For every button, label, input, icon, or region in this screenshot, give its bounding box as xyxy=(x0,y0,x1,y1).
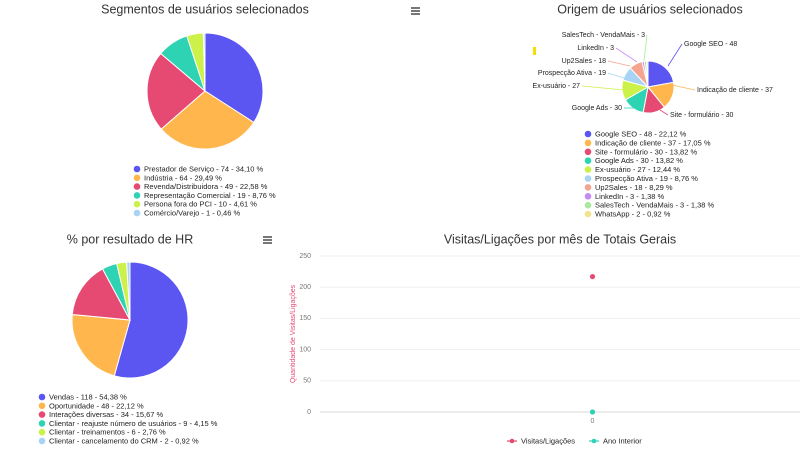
chart-title: % por resultado de HR xyxy=(67,232,193,246)
leader-line xyxy=(671,84,696,91)
y-axis-label: Quantidade de Visitas/Ligações xyxy=(290,284,297,383)
chart-title: Segmentos de usuários selecionados xyxy=(101,2,309,16)
legend-marker xyxy=(584,184,592,191)
legend-label: Representação Comercial - 19 - 8,76 % xyxy=(144,191,276,200)
leader-line xyxy=(615,47,638,63)
pie-slice xyxy=(71,268,131,321)
legend-label: Google SEO - 48 - 22,12 % xyxy=(595,129,687,138)
leader-line xyxy=(581,85,625,91)
legend-label: SalesTech - VendaMais - 3 - 1,38 % xyxy=(595,201,715,210)
legend-marker xyxy=(133,192,141,199)
y-tick-label: 200 xyxy=(299,284,311,291)
legend-marker xyxy=(133,200,141,208)
legend-label: Clientar - treinamentos - 6 - 2,76 % xyxy=(49,428,166,437)
pie-slice xyxy=(71,314,131,377)
legend-label: Oportunidade - 48 - 22,12 % xyxy=(49,401,144,410)
legend-label: Indústria - 64 - 29,49 % xyxy=(144,173,222,182)
legend-marker xyxy=(38,428,46,436)
legend-label: Revenda/Distribuidora - 49 - 22,58 % xyxy=(144,182,268,191)
legend-label: LinkedIn - 3 - 1,38 % xyxy=(595,192,665,201)
legend-label: Clientar - reajuste número de usuários -… xyxy=(49,419,218,428)
legend-label: Up2Sales - 18 - 8,29 % xyxy=(595,183,673,192)
legend-label: Ex-usuário - 27 - 12,44 % xyxy=(595,165,680,174)
data-label: LinkedIn - 3 xyxy=(577,45,614,52)
pie-slice xyxy=(113,261,189,379)
pie-slice xyxy=(160,90,255,150)
legend-label: Site - formulário - 30 - 13,82 % xyxy=(595,147,697,156)
data-point xyxy=(589,409,596,415)
legend-marker xyxy=(584,166,592,173)
legend-marker xyxy=(584,201,592,209)
legend-label: Comércio/Varejo - 1 - 0,46 % xyxy=(144,208,240,217)
legend-marker xyxy=(584,157,592,164)
legend-marker xyxy=(584,130,592,138)
pie-slice xyxy=(645,60,649,88)
legend-marker xyxy=(38,420,46,427)
legend-label: Google Ads - 30 - 13,82 % xyxy=(595,156,683,165)
leader-line xyxy=(643,34,648,62)
y-tick-label: 0 xyxy=(307,409,311,416)
pie-slice xyxy=(126,261,131,321)
menu-icon[interactable] xyxy=(263,236,272,244)
pie-slice xyxy=(647,60,675,88)
data-label: Prospecção Ativa - 19 xyxy=(538,70,606,77)
legend-marker xyxy=(584,210,592,218)
legend-label: Ano Interior xyxy=(603,436,642,445)
data-label: Indicação de cliente - 37 xyxy=(697,87,773,94)
legend-marker xyxy=(133,174,141,182)
legend-marker xyxy=(509,438,515,444)
data-point xyxy=(589,273,596,280)
leader-line xyxy=(667,43,683,67)
pie-slice xyxy=(202,32,206,92)
legend-marker xyxy=(584,193,592,200)
chart-title: Visitas/Ligações por mês de Totais Gerai… xyxy=(444,232,676,246)
legend-marker xyxy=(591,438,597,444)
legend-marker xyxy=(133,165,141,173)
chart-title: Origem de usuários selecionados xyxy=(557,2,743,16)
legend-label: Vendas - 118 - 54,38 % xyxy=(49,392,127,401)
data-label: Ex-usuário - 27 xyxy=(533,83,581,90)
legend-label: Indicação de cliente - 37 - 17,05 % xyxy=(595,138,711,147)
leader-line xyxy=(607,72,625,79)
menu-icon[interactable] xyxy=(411,7,420,15)
legend-marker xyxy=(38,411,46,418)
legend-label: Clientar - cancelamento do CRM - 2 - 0,9… xyxy=(49,436,199,445)
legend-marker xyxy=(584,175,592,182)
legend-label: Visitas/Ligações xyxy=(521,436,575,445)
data-label: Google Ads - 30 xyxy=(572,105,622,112)
legend-label: WhatsApp - 2 - 0,92 % xyxy=(595,210,671,219)
data-label: SalesTech - VendaMais - 3 xyxy=(562,32,645,39)
leader-line xyxy=(607,60,631,67)
legend-marker xyxy=(133,209,141,217)
legend-marker xyxy=(584,148,592,156)
legend-marker xyxy=(38,402,46,410)
y-tick-label: 100 xyxy=(299,346,311,353)
x-tick-label: 0 xyxy=(591,418,595,425)
pie-slice xyxy=(146,52,206,130)
data-label: Site - formulário - 30 xyxy=(670,112,734,119)
legend-marker xyxy=(38,393,46,401)
y-tick-label: 250 xyxy=(299,253,311,260)
legend-marker xyxy=(38,437,46,445)
leader-line xyxy=(659,109,669,116)
indicator xyxy=(533,47,536,55)
legend-label: Prestador de Serviço - 74 - 34,10 % xyxy=(144,164,264,173)
legend-label: Persona fora do PCI - 10 - 4,61 % xyxy=(144,200,257,209)
y-tick-label: 50 xyxy=(303,378,311,385)
legend-label: Prospecção Ativa - 19 - 8,76 % xyxy=(595,174,698,183)
data-label: Google SEO - 48 xyxy=(684,41,737,48)
legend-marker xyxy=(584,139,592,147)
y-tick-label: 150 xyxy=(299,315,311,322)
legend-label: Interações diversas - 34 - 15,67 % xyxy=(49,410,164,419)
legend-marker xyxy=(133,183,141,190)
data-label: Up2Sales - 18 xyxy=(562,58,606,65)
